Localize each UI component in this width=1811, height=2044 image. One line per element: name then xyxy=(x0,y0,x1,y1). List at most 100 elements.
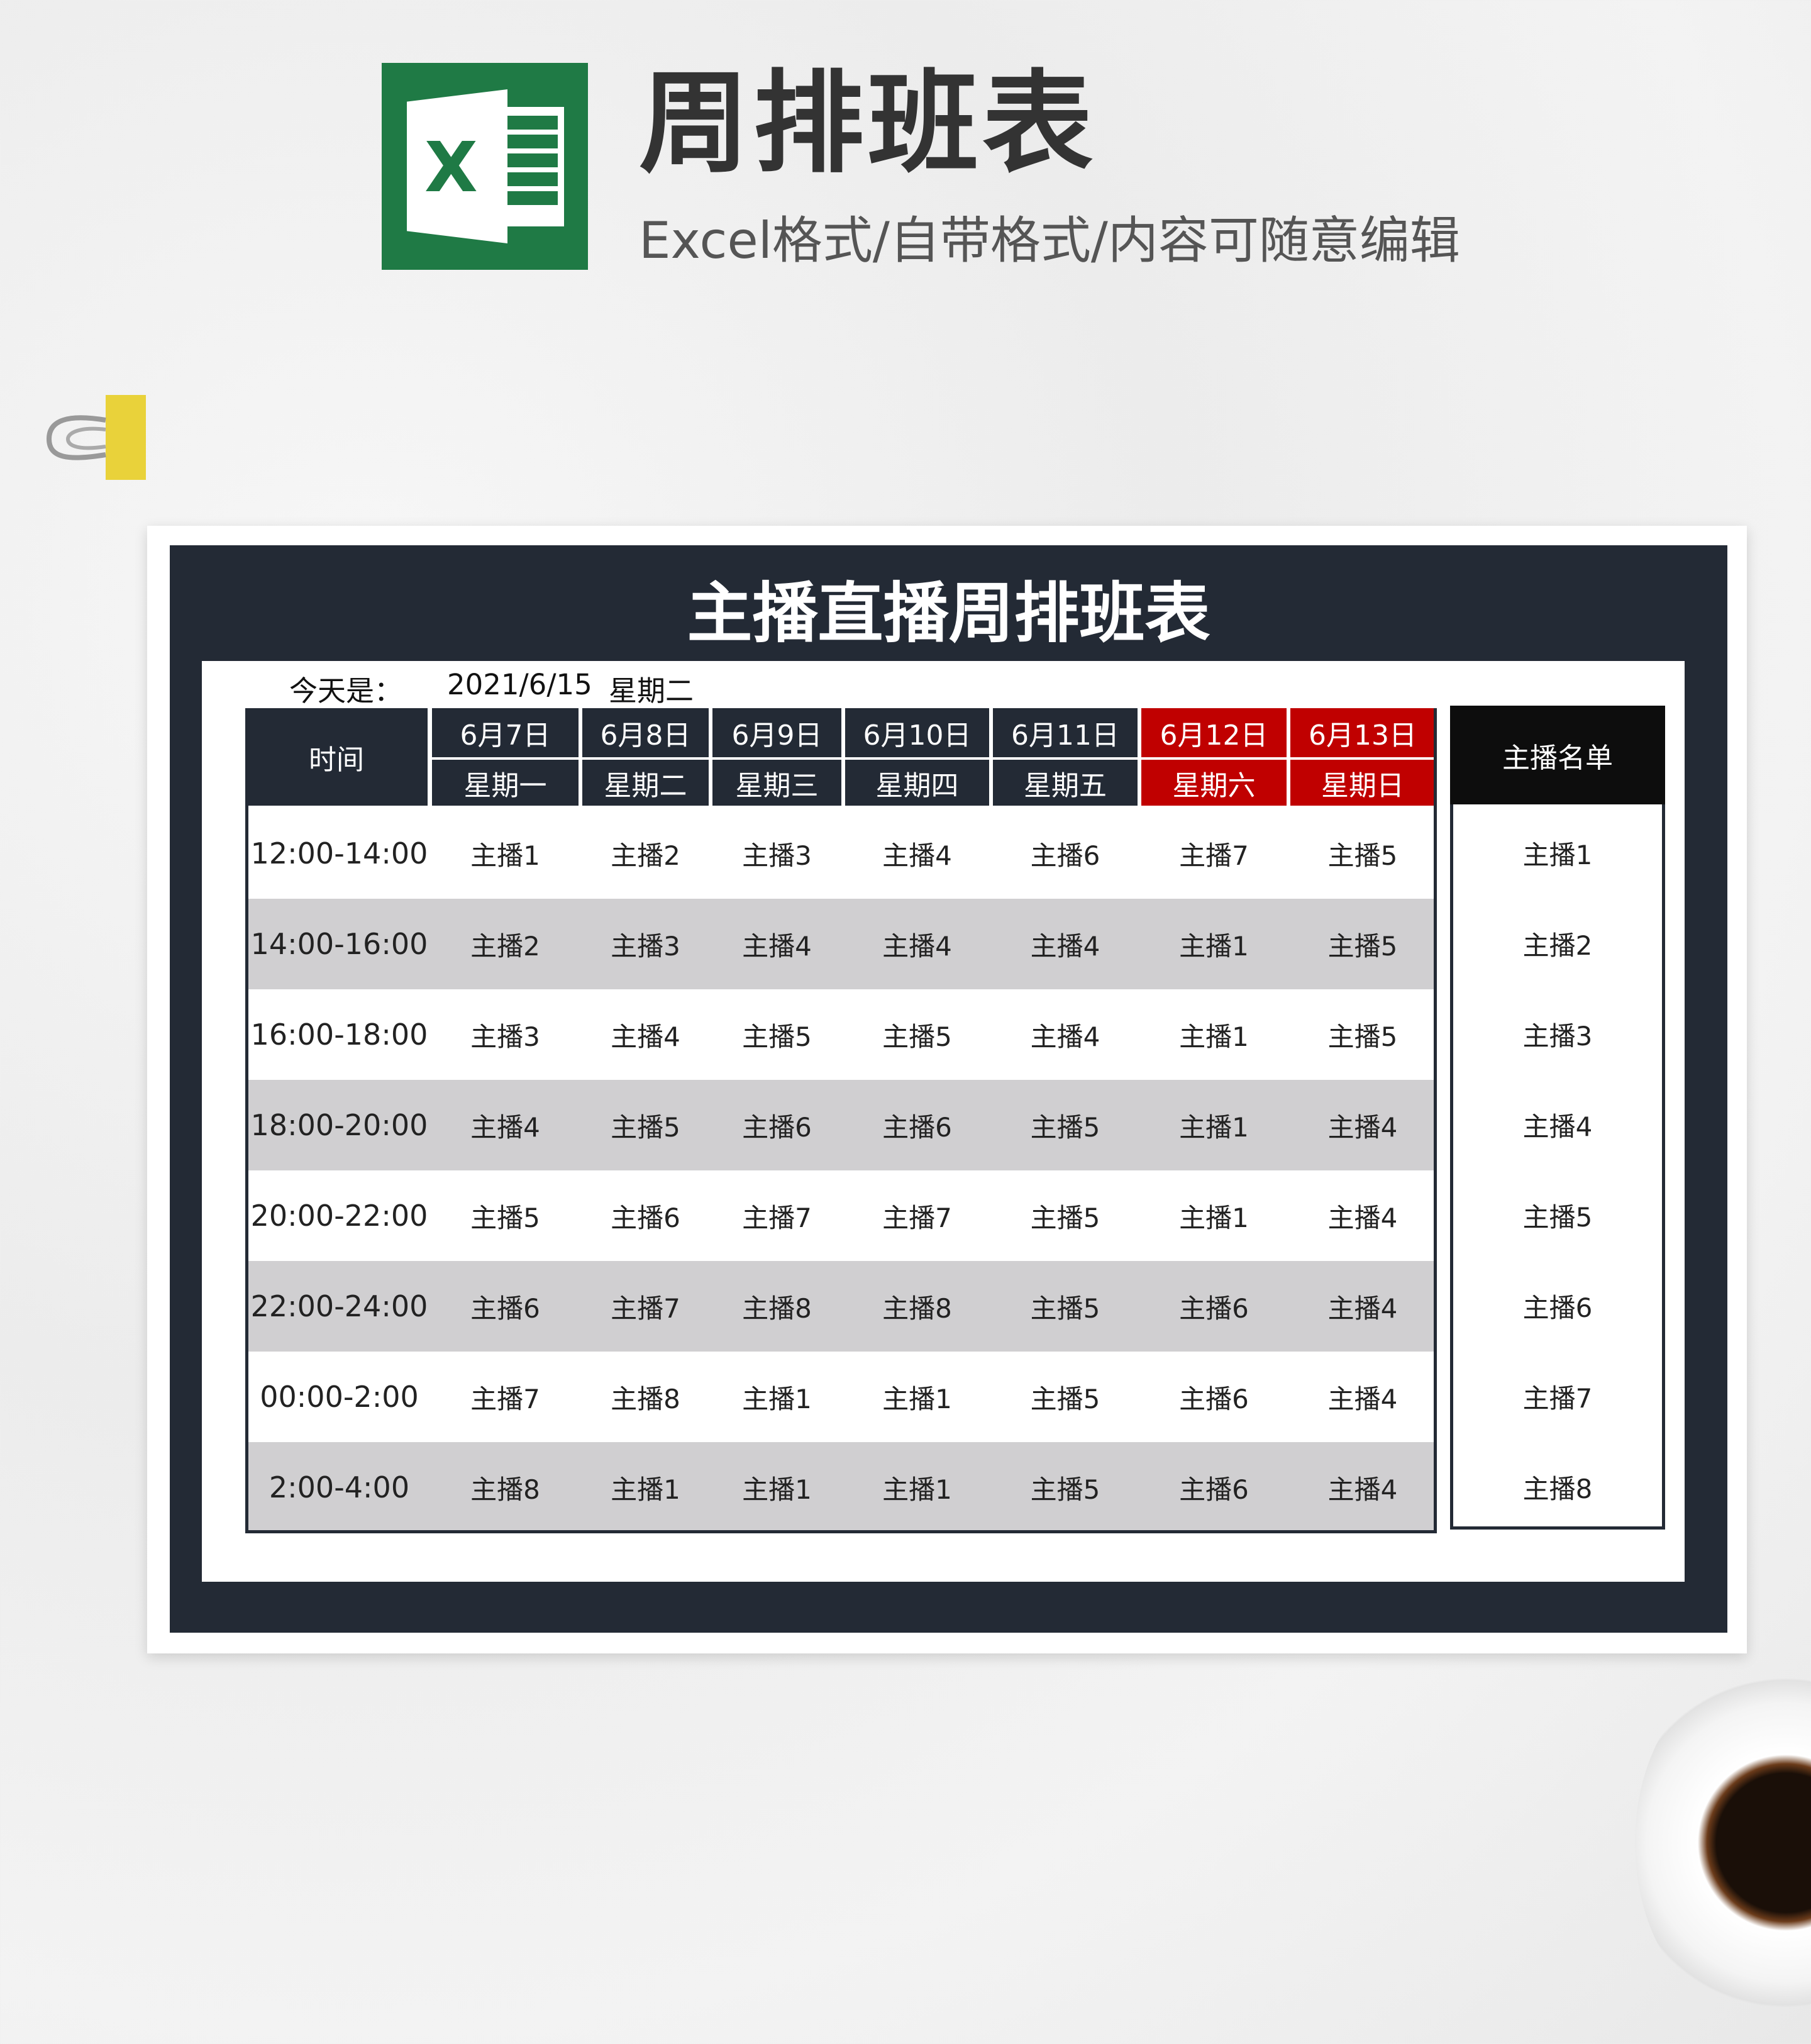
schedule-cell[interactable]: 主播1 xyxy=(470,840,540,871)
roster-item[interactable]: 主播7 xyxy=(1522,1382,1593,1414)
schedule-cell[interactable]: 主播4 xyxy=(1030,930,1100,962)
page-title: 周排班表 xyxy=(639,59,1097,188)
table-row xyxy=(248,1261,1434,1352)
schedule-cell[interactable]: 主播7 xyxy=(742,1202,812,1233)
day-weekday-header: 星期二 xyxy=(582,760,709,806)
roster-item[interactable]: 主播3 xyxy=(1522,1020,1593,1052)
schedule-cell[interactable]: 主播5 xyxy=(1030,1383,1100,1414)
today-date[interactable]: 2021/6/15 xyxy=(447,668,592,701)
schedule-cell[interactable]: 主播4 xyxy=(611,1021,680,1052)
schedule-cell[interactable]: 主播2 xyxy=(611,840,680,871)
schedule-cell[interactable]: 主播6 xyxy=(1179,1383,1249,1414)
coffee-cup-image xyxy=(1635,1667,1811,2019)
day-date-header: 6月10日 xyxy=(845,708,989,757)
schedule-cell[interactable]: 主播5 xyxy=(1030,1111,1100,1143)
table-row xyxy=(248,1080,1434,1170)
schedule-cell[interactable]: 主播4 xyxy=(882,930,952,962)
schedule-cell[interactable]: 主播8 xyxy=(882,1292,952,1324)
page-subtitle: Excel格式/自带格式/内容可随意编辑 xyxy=(639,211,1460,270)
day-date-header: 6月13日 xyxy=(1290,708,1435,757)
table-row xyxy=(248,989,1434,1080)
schedule-cell[interactable]: 主播8 xyxy=(611,1383,680,1414)
schedule-cell[interactable]: 主播6 xyxy=(470,1292,540,1324)
binder-clip-icon xyxy=(46,395,146,480)
roster-item[interactable]: 主播5 xyxy=(1522,1201,1593,1233)
time-slot-cell: 00:00-2:00 xyxy=(260,1380,419,1414)
schedule-cell[interactable]: 主播8 xyxy=(470,1474,540,1505)
schedule-cell[interactable]: 主播4 xyxy=(742,930,812,962)
schedule-cell[interactable]: 主播7 xyxy=(611,1292,680,1324)
schedule-cell[interactable]: 主播5 xyxy=(1327,930,1398,962)
schedule-cell[interactable]: 主播1 xyxy=(1179,930,1249,962)
table-row xyxy=(248,1352,1434,1442)
excel-logo: X xyxy=(382,63,588,270)
schedule-cell[interactable]: 主播5 xyxy=(1327,840,1398,871)
day-date-header: 6月12日 xyxy=(1141,708,1287,757)
schedule-cell[interactable]: 主播6 xyxy=(742,1111,812,1143)
today-weekday: 星期二 xyxy=(609,674,694,708)
schedule-cell[interactable]: 主播8 xyxy=(742,1292,812,1324)
schedule-cell[interactable]: 主播4 xyxy=(470,1111,540,1143)
schedule-cell[interactable]: 主播6 xyxy=(1179,1474,1249,1505)
day-date-header: 6月11日 xyxy=(993,708,1138,757)
schedule-cell[interactable]: 主播3 xyxy=(742,840,812,871)
table-row xyxy=(248,808,1434,899)
schedule-cell[interactable]: 主播1 xyxy=(882,1474,952,1505)
schedule-cell[interactable]: 主播1 xyxy=(1179,1111,1249,1143)
schedule-cell[interactable]: 主播1 xyxy=(882,1383,952,1414)
schedule-cell[interactable]: 主播5 xyxy=(611,1111,680,1143)
schedule-cell[interactable]: 主播5 xyxy=(1030,1474,1100,1505)
schedule-cell[interactable]: 主播5 xyxy=(1030,1202,1100,1233)
schedule-cell[interactable]: 主播4 xyxy=(1030,1021,1100,1052)
schedule-cell[interactable]: 主播7 xyxy=(882,1202,952,1233)
schedule-cell[interactable]: 主播5 xyxy=(882,1021,952,1052)
time-slot-cell: 14:00-16:00 xyxy=(250,927,428,961)
schedule-cell[interactable]: 主播4 xyxy=(1327,1383,1398,1414)
roster-item[interactable]: 主播8 xyxy=(1522,1473,1593,1504)
time-slot-cell: 18:00-20:00 xyxy=(250,1108,428,1142)
schedule-cell[interactable]: 主播1 xyxy=(611,1474,680,1505)
table-row xyxy=(248,1170,1434,1261)
schedule-cell[interactable]: 主播3 xyxy=(470,1021,540,1052)
roster-item[interactable]: 主播4 xyxy=(1522,1111,1593,1142)
schedule-cell[interactable]: 主播5 xyxy=(742,1021,812,1052)
day-weekday-header: 星期一 xyxy=(432,760,579,806)
day-date-header: 6月8日 xyxy=(582,708,709,757)
schedule-cell[interactable]: 主播7 xyxy=(1179,840,1249,871)
roster-item[interactable]: 主播6 xyxy=(1522,1292,1593,1323)
roster-header: 主播名单 xyxy=(1450,706,1665,804)
schedule-cell[interactable]: 主播5 xyxy=(470,1202,540,1233)
roster-item[interactable]: 主播2 xyxy=(1522,930,1593,961)
schedule-cell[interactable]: 主播4 xyxy=(1327,1292,1398,1324)
schedule-cell[interactable]: 主播1 xyxy=(1179,1202,1249,1233)
logo-letter: X xyxy=(424,127,478,208)
day-date-header: 6月7日 xyxy=(432,708,579,757)
schedule-cell[interactable]: 主播6 xyxy=(1179,1292,1249,1324)
schedule-cell[interactable]: 主播2 xyxy=(470,930,540,962)
schedule-cell[interactable]: 主播4 xyxy=(1327,1474,1398,1505)
day-date-header: 6月9日 xyxy=(712,708,841,757)
time-slot-cell: 12:00-14:00 xyxy=(250,836,428,870)
time-slot-cell: 2:00-4:00 xyxy=(269,1470,410,1504)
schedule-cell[interactable]: 主播3 xyxy=(611,930,680,962)
schedule-cell[interactable]: 主播5 xyxy=(1327,1021,1398,1052)
schedule-cell[interactable]: 主播1 xyxy=(742,1383,812,1414)
day-weekday-header: 星期日 xyxy=(1290,760,1435,806)
table-row xyxy=(248,899,1434,989)
day-weekday-header: 星期五 xyxy=(993,760,1138,806)
schedule-cell[interactable]: 主播1 xyxy=(1179,1021,1249,1052)
schedule-cell[interactable]: 主播7 xyxy=(470,1383,540,1414)
schedule-cell[interactable]: 主播4 xyxy=(1327,1202,1398,1233)
time-slot-cell: 20:00-22:00 xyxy=(250,1199,428,1233)
schedule-cell[interactable]: 主播4 xyxy=(1327,1111,1398,1143)
schedule-cell[interactable]: 主播4 xyxy=(882,840,952,871)
table-border xyxy=(245,708,1437,1533)
schedule-cell[interactable]: 主播1 xyxy=(742,1474,812,1505)
schedule-cell[interactable]: 主播6 xyxy=(611,1202,680,1233)
schedule-cell[interactable]: 主播5 xyxy=(1030,1292,1100,1324)
today-label: 今天是： xyxy=(289,674,403,708)
table-row xyxy=(248,1442,1434,1533)
roster-item[interactable]: 主播1 xyxy=(1522,839,1593,870)
schedule-cell[interactable]: 主播6 xyxy=(1030,840,1100,871)
schedule-cell[interactable]: 主播6 xyxy=(882,1111,952,1143)
